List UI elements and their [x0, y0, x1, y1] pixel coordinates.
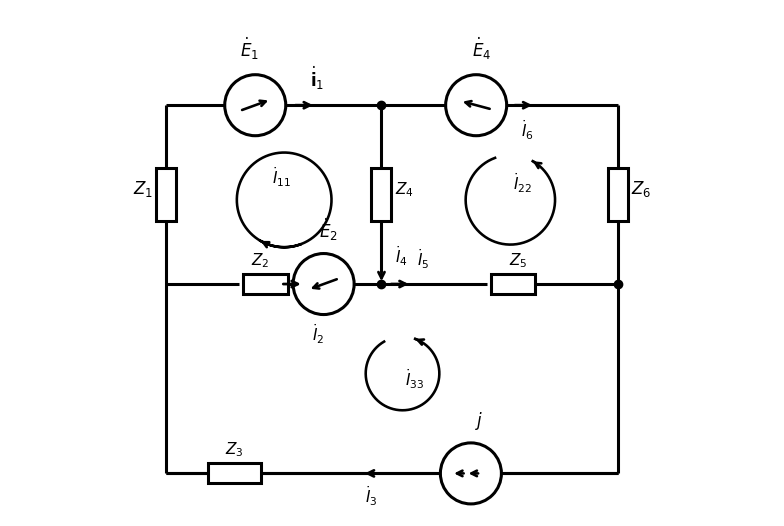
- Text: $\dot{I}_2$: $\dot{I}_2$: [312, 322, 325, 346]
- Text: $\dot{E}_1$: $\dot{E}_1$: [241, 35, 260, 62]
- Text: $\dot{I}_{11}$: $\dot{I}_{11}$: [272, 166, 291, 189]
- Text: $Z_2$: $Z_2$: [251, 251, 270, 270]
- Text: $Z_3$: $Z_3$: [225, 440, 244, 459]
- Circle shape: [225, 75, 285, 136]
- Text: $Z_4$: $Z_4$: [394, 180, 413, 199]
- Text: $Z_1$: $Z_1$: [132, 179, 153, 199]
- Circle shape: [445, 75, 506, 136]
- Text: $\dot{\mathbf{i}}_1$: $\dot{\mathbf{i}}_1$: [310, 65, 325, 92]
- Text: $\dot{I}_{22}$: $\dot{I}_{22}$: [513, 171, 532, 195]
- Text: $\dot{E}_2$: $\dot{E}_2$: [319, 217, 339, 243]
- Bar: [491, 274, 535, 294]
- Text: $Z_6$: $Z_6$: [631, 179, 652, 199]
- Circle shape: [293, 254, 354, 315]
- Bar: [372, 168, 391, 221]
- Text: $\dot{I}_5$: $\dot{I}_5$: [417, 247, 430, 271]
- Text: $\dot{E}_4$: $\dot{E}_4$: [472, 35, 491, 62]
- Bar: [208, 463, 260, 483]
- Text: $\dot{I}_4$: $\dot{I}_4$: [394, 245, 408, 268]
- Text: $\dot{I}_{33}$: $\dot{I}_{33}$: [405, 367, 424, 390]
- Text: $Z_5$: $Z_5$: [509, 251, 528, 270]
- Text: $\dot{I}_6$: $\dot{I}_6$: [521, 118, 534, 142]
- Circle shape: [441, 443, 502, 504]
- Text: $j$: $j$: [474, 410, 483, 432]
- Bar: [608, 168, 628, 221]
- Bar: [243, 274, 288, 294]
- Bar: [156, 168, 176, 221]
- Text: $\dot{I}_3$: $\dot{I}_3$: [365, 484, 377, 508]
